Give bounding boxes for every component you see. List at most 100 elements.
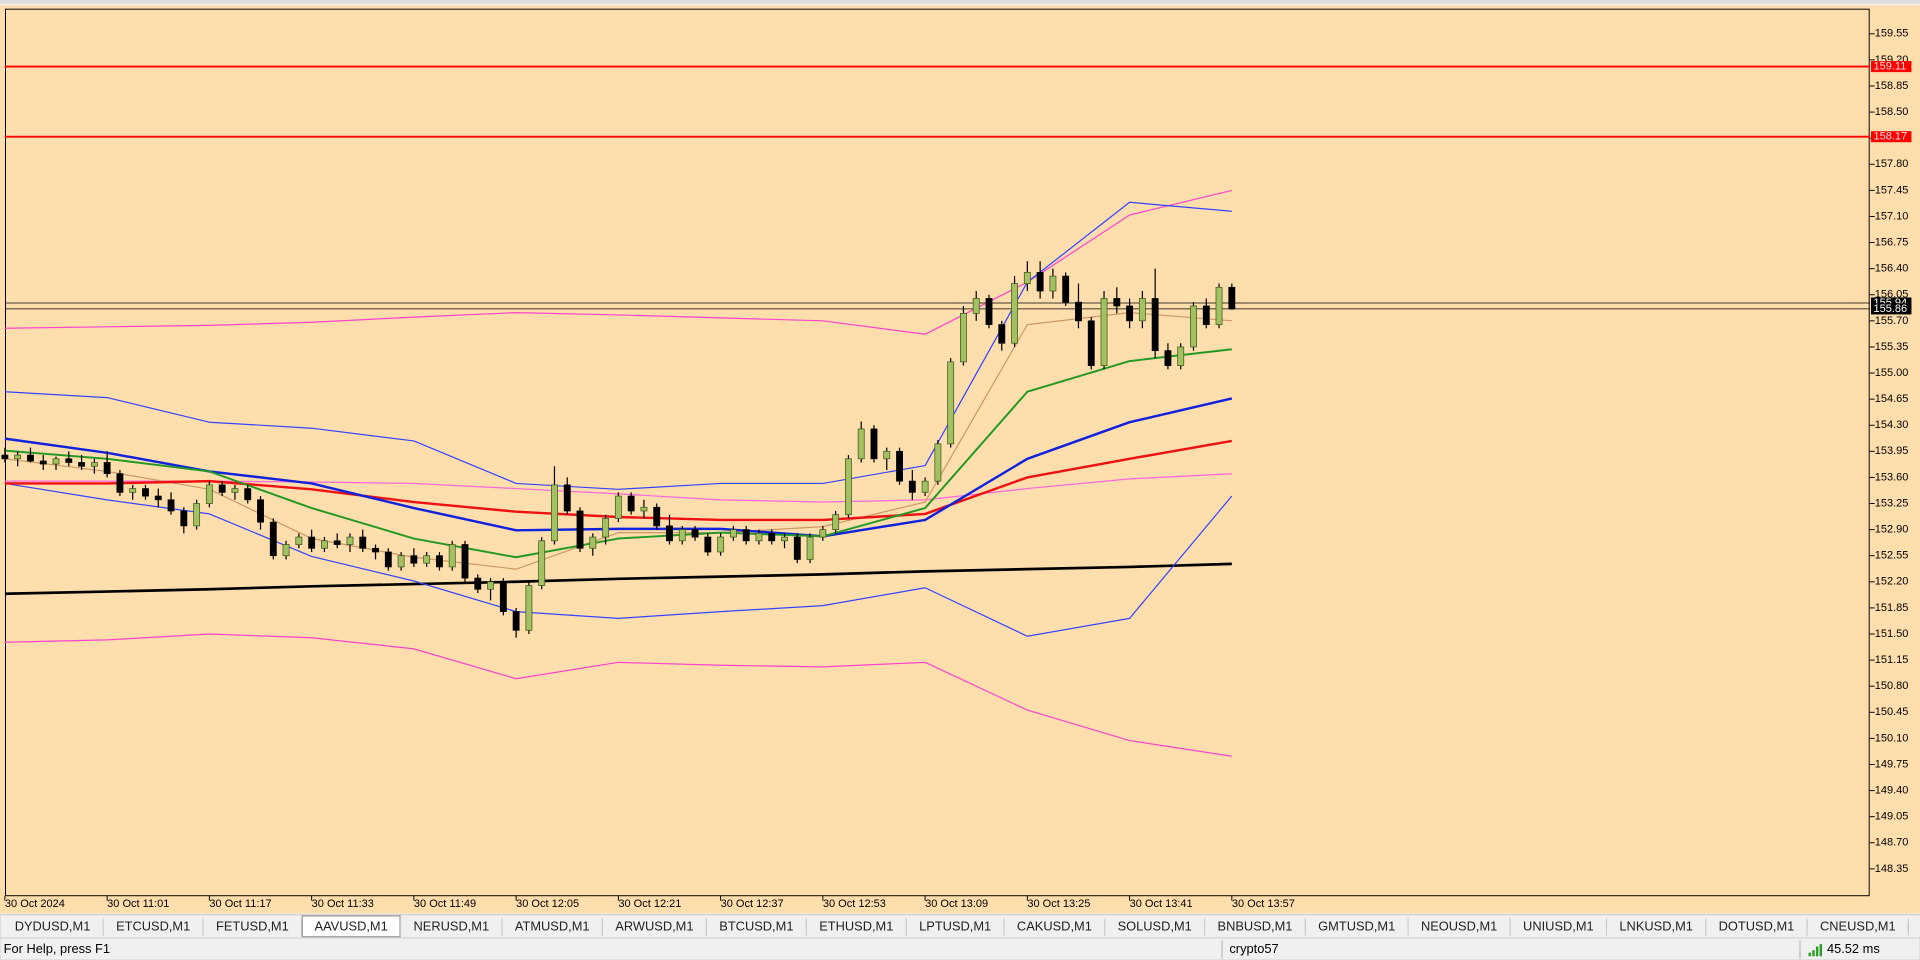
tab-bg[interactable] bbox=[1004, 915, 1105, 937]
candle-body bbox=[129, 488, 137, 493]
candle-body bbox=[857, 428, 865, 460]
x-tick-label: 30 Oct 12:21 bbox=[618, 898, 681, 910]
tab[interactable]: BTCUSD,M1 bbox=[707, 915, 807, 937]
candle-body bbox=[551, 484, 558, 542]
x-tick-label: 30 Oct 12:37 bbox=[721, 898, 784, 910]
y-tick-label: 149.40 bbox=[1875, 784, 1909, 796]
x-tick-label: 30 Oct 12:05 bbox=[516, 898, 579, 910]
candle-body bbox=[499, 581, 507, 613]
x-tick-label: 30 Oct 13:09 bbox=[925, 898, 988, 910]
y-tick-label: 153.60 bbox=[1875, 471, 1909, 483]
y-tick-label: 154.65 bbox=[1875, 393, 1909, 405]
tab-bg[interactable] bbox=[1305, 915, 1408, 937]
tab-bg[interactable] bbox=[806, 915, 906, 937]
candle-body bbox=[1126, 305, 1134, 322]
tab-label[interactable]: BTCUSD,M1 bbox=[719, 918, 793, 933]
candle-body bbox=[461, 544, 469, 579]
tab-label[interactable]: NEOUSD,M1 bbox=[1421, 918, 1497, 933]
tab-bg[interactable] bbox=[401, 915, 502, 937]
candle-body bbox=[614, 495, 622, 519]
tab[interactable]: CAKUSD,M1 bbox=[1004, 915, 1106, 937]
candle-body bbox=[678, 529, 686, 542]
tab-bg[interactable] bbox=[502, 915, 602, 937]
tab[interactable]: SOLUSD,M1 bbox=[1105, 915, 1206, 937]
tab-label[interactable]: ETHUSD,M1 bbox=[819, 918, 893, 933]
tab[interactable]: FETUSD,M1 bbox=[203, 915, 303, 937]
candle-body bbox=[257, 499, 264, 523]
candle-body bbox=[921, 480, 929, 493]
tab-bg[interactable] bbox=[1909, 915, 1920, 937]
price-label: 159.11 bbox=[1873, 61, 1906, 73]
tab-label[interactable]: DYDUSD,M1 bbox=[15, 918, 91, 933]
tab-bg[interactable] bbox=[103, 915, 203, 937]
candle-body bbox=[832, 514, 840, 530]
candle-body bbox=[947, 361, 955, 445]
x-tick-label: 30 Oct 11:01 bbox=[107, 898, 169, 910]
tab-label[interactable]: ETCUSD,M1 bbox=[116, 918, 190, 933]
tab-bg[interactable] bbox=[1807, 915, 1908, 937]
signal-icon bbox=[1808, 944, 1823, 957]
tab-label[interactable]: LNKUSD,M1 bbox=[1619, 918, 1693, 933]
candle-body bbox=[346, 536, 354, 545]
candle-body bbox=[512, 611, 520, 631]
candle-body bbox=[14, 454, 22, 460]
candle-body bbox=[320, 540, 328, 549]
candle-body bbox=[282, 544, 290, 557]
tab[interactable]: ETCUSD,M1 bbox=[103, 915, 204, 937]
tab[interactable]: DOTUSD,M1 bbox=[1706, 915, 1808, 937]
tab[interactable]: BNBUSD,M1 bbox=[1205, 915, 1306, 937]
y-tick-label: 154.30 bbox=[1875, 419, 1909, 431]
tab-bg[interactable] bbox=[1205, 915, 1305, 937]
tab[interactable]: NEOUSD,M1 bbox=[1408, 915, 1511, 937]
tab-bg[interactable] bbox=[1408, 915, 1510, 937]
y-tick-label: 152.90 bbox=[1875, 524, 1909, 536]
y-tick-label: 155.35 bbox=[1875, 341, 1909, 353]
tab[interactable]: ATMUSD,M1 bbox=[502, 915, 604, 937]
tab-label[interactable]: SOLUSD,M1 bbox=[1118, 918, 1192, 933]
tab-label[interactable]: GMTUSD,M1 bbox=[1318, 918, 1395, 933]
tab-label[interactable]: DOTUSD,M1 bbox=[1719, 918, 1795, 933]
tab-label[interactable]: CNEUSD,M1 bbox=[1820, 918, 1896, 933]
tab[interactable]: UNIUSD,M1 bbox=[1510, 915, 1608, 937]
tab[interactable]: ADAUSD,M1 bbox=[1909, 915, 1920, 937]
candle-body bbox=[1023, 272, 1031, 284]
tab-label[interactable]: BNBUSD,M1 bbox=[1218, 918, 1293, 933]
tab[interactable]: LPTUSD,M1 bbox=[906, 915, 1005, 937]
tab[interactable]: ARWUSD,M1 bbox=[603, 915, 708, 937]
tab-bg[interactable] bbox=[707, 915, 806, 937]
tab-label[interactable]: LPTUSD,M1 bbox=[919, 918, 991, 933]
tab-bg[interactable] bbox=[603, 915, 706, 937]
y-tick-label: 159.55 bbox=[1875, 28, 1909, 40]
tab-label[interactable]: AAVUSD,M1 bbox=[315, 918, 388, 933]
x-tick-label: 30 Oct 11:49 bbox=[414, 898, 476, 910]
candle-body bbox=[896, 450, 903, 482]
tab-bg[interactable] bbox=[1706, 915, 1807, 937]
tab-bg[interactable] bbox=[2, 915, 103, 937]
tab-label[interactable]: ATMUSD,M1 bbox=[515, 918, 590, 933]
tab[interactable]: AAVUSD,M1 bbox=[301, 915, 402, 938]
x-tick-label: 30 Oct 13:41 bbox=[1130, 898, 1193, 910]
candle-body bbox=[384, 551, 392, 568]
tab-label[interactable]: NERUSD,M1 bbox=[414, 918, 490, 933]
x-tick-label: 30 Oct 11:33 bbox=[312, 898, 374, 910]
candle-body bbox=[1087, 320, 1095, 366]
tab[interactable]: ETHUSD,M1 bbox=[806, 915, 907, 937]
tab-label[interactable]: UNIUSD,M1 bbox=[1523, 918, 1594, 933]
tab-bg[interactable] bbox=[203, 915, 302, 937]
tab[interactable]: NERUSD,M1 bbox=[401, 915, 503, 937]
candle-body bbox=[985, 298, 993, 325]
candle-body bbox=[717, 536, 725, 553]
tab-bg[interactable] bbox=[1510, 915, 1606, 937]
candle-body bbox=[844, 458, 852, 516]
tab[interactable]: CNEUSD,M1 bbox=[1807, 915, 1910, 937]
tab[interactable]: DYDUSD,M1 bbox=[2, 915, 104, 937]
tab[interactable]: GMTUSD,M1 bbox=[1305, 915, 1409, 937]
tab-bg[interactable] bbox=[906, 915, 1004, 937]
tab-label[interactable]: CAKUSD,M1 bbox=[1017, 918, 1092, 933]
tab-bg[interactable] bbox=[1607, 915, 1706, 937]
tab-label[interactable]: ARWUSD,M1 bbox=[615, 918, 693, 933]
tab-bg[interactable] bbox=[1105, 915, 1205, 937]
tab-label[interactable]: FETUSD,M1 bbox=[216, 918, 289, 933]
candle-body bbox=[627, 495, 635, 512]
tab[interactable]: LNKUSD,M1 bbox=[1607, 915, 1707, 937]
